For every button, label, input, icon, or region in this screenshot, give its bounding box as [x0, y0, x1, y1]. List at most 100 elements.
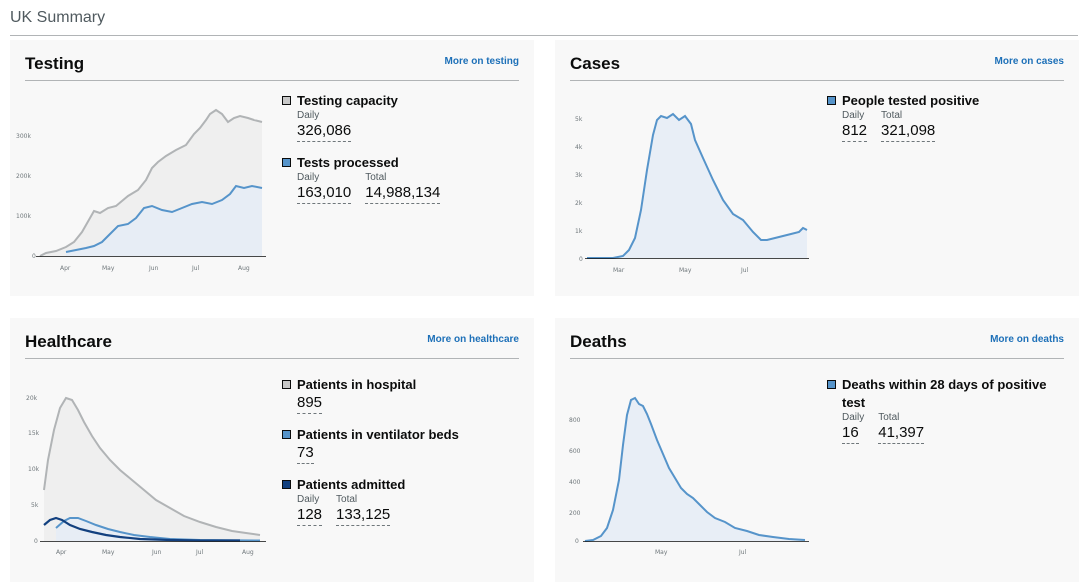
patients-in-hospital-area	[44, 398, 260, 541]
testing-chart: 300k 200k 100k 0 Apr May Jun Jul Aug	[16, 108, 266, 272]
x-tick-label: Jul	[740, 267, 749, 274]
cases-metrics: People tested positive Daily 812 Total 3…	[827, 92, 1067, 154]
x-tick-label: Aug	[242, 549, 254, 556]
y-tick-label: 0	[32, 253, 36, 260]
testing-title: Testing	[25, 54, 85, 73]
more-on-deaths-link[interactable]: More on deaths	[990, 334, 1064, 345]
cases-x-axis: Mar May Jul	[613, 267, 749, 274]
cases-y-axis: 5k 4k 3k 2k 1k 0	[575, 116, 583, 263]
blue-legend-swatch	[827, 96, 836, 105]
metric-label: Testing capacity	[297, 93, 398, 108]
deaths-within-28-days-metric: Deaths within 28 days of positive test D…	[827, 376, 1067, 444]
healthcare-title: Healthcare	[25, 332, 112, 351]
metric-daily: Daily 128	[297, 494, 323, 526]
x-tick-label: Mar	[613, 267, 625, 274]
navy-legend-swatch	[282, 480, 291, 489]
metric-label: Patients in hospital	[297, 377, 417, 392]
value-label: Daily	[297, 110, 320, 121]
x-tick-label: Apr	[60, 265, 71, 272]
y-tick-label: 0	[34, 538, 38, 545]
y-tick-label: 200k	[16, 173, 31, 180]
deaths-metrics: Deaths within 28 days of positive test D…	[827, 376, 1067, 456]
deaths-y-axis: 800 600 400 200 0	[569, 417, 581, 545]
value-number[interactable]: 812	[842, 122, 868, 142]
x-tick-label: Apr	[56, 549, 67, 556]
deaths-card: Deaths More on deaths 800 600 400 200 0 …	[555, 318, 1079, 582]
x-tick-label: Jul	[195, 549, 204, 556]
cases-title: Cases	[570, 54, 621, 73]
value-number[interactable]: 163,010	[297, 184, 352, 204]
metric-value: 73	[297, 444, 314, 464]
y-tick-label: 100k	[16, 213, 31, 220]
y-tick-label: 600	[569, 448, 581, 455]
patients-admitted-metric: Patients admitted Daily 128 Total 133,12…	[282, 476, 522, 526]
healthcare-chart: 20k 15k 10k 5k 0 Apr May Jun Jul Aug	[26, 395, 266, 556]
metric-total: Total 41,397	[878, 412, 925, 444]
more-on-cases-link[interactable]: More on cases	[994, 56, 1064, 67]
value-label: Total	[365, 172, 387, 183]
deaths-card-header: Deaths More on deaths	[570, 331, 1064, 359]
metric-total: Total 321,098	[881, 110, 936, 142]
deaths-area	[585, 398, 805, 541]
blue-legend-swatch	[827, 380, 836, 389]
y-tick-label: 5k	[31, 502, 39, 509]
value-label: Total	[878, 412, 900, 423]
deaths-x-axis: May Jul	[655, 549, 747, 556]
x-tick-label: May	[655, 549, 668, 556]
x-tick-label: May	[102, 265, 115, 272]
testing-metrics: Testing capacity Daily 326,086 Tests pro…	[282, 92, 522, 216]
x-tick-label: Jul	[191, 265, 200, 272]
page-title: UK Summary	[10, 9, 106, 26]
y-tick-label: 1k	[575, 228, 583, 235]
testing-card-header: Testing More on testing	[25, 53, 519, 81]
y-tick-label: 800	[569, 417, 581, 424]
value-number[interactable]: 16	[842, 424, 859, 444]
x-tick-label: May	[102, 549, 115, 556]
testing-card: Testing More on testing 300k 200k 100k 0…	[10, 40, 534, 296]
y-tick-label: 300k	[16, 133, 31, 140]
cases-card: Cases More on cases 5k 4k 3k 2k 1k 0 Mar…	[555, 40, 1079, 296]
x-tick-label: Jun	[151, 549, 162, 556]
value-number[interactable]: 321,098	[881, 122, 936, 142]
y-tick-label: 15k	[28, 430, 40, 437]
x-tick-label: Jul	[738, 549, 747, 556]
y-tick-label: 400	[569, 479, 581, 486]
people-tested-positive-area	[587, 114, 807, 258]
people-tested-positive-metric: People tested positive Daily 812 Total 3…	[827, 92, 1067, 142]
value-number[interactable]: 326,086	[297, 122, 352, 142]
more-on-healthcare-link[interactable]: More on healthcare	[427, 334, 519, 345]
value-number[interactable]: 128	[297, 506, 323, 526]
x-tick-label: Aug	[238, 265, 250, 272]
people-tested-positive-line	[587, 112, 808, 259]
blue-legend-swatch	[282, 430, 291, 439]
deaths-title: Deaths	[570, 332, 627, 351]
y-tick-label: 0	[579, 256, 583, 263]
value-label: Daily	[297, 172, 320, 183]
testing-capacity-metric: Testing capacity Daily 326,086	[282, 92, 522, 142]
deaths-chart: 800 600 400 200 0 May Jul	[569, 396, 809, 556]
tests-processed-area	[66, 186, 262, 256]
value-label: Total	[881, 110, 903, 121]
y-tick-label: 2k	[575, 200, 583, 207]
value-label: Total	[336, 494, 358, 505]
y-tick-label: 4k	[575, 144, 583, 151]
y-tick-label: 20k	[26, 395, 38, 402]
metric-daily: Daily 326,086	[297, 110, 352, 142]
testing-capacity-line	[39, 108, 263, 257]
value-number[interactable]: 73	[297, 444, 314, 464]
y-tick-label: 5k	[575, 116, 583, 123]
grey-legend-swatch	[282, 380, 291, 389]
tests-processed-line	[65, 184, 263, 253]
value-number[interactable]: 895	[297, 394, 323, 414]
metric-daily: Daily 163,010	[297, 172, 352, 204]
blue-legend-swatch	[282, 158, 291, 167]
y-tick-label: 3k	[575, 172, 583, 179]
patients-in-hospital-metric: Patients in hospital 895	[282, 376, 522, 414]
metric-label: Tests processed	[297, 155, 399, 170]
value-number[interactable]: 41,397	[878, 424, 925, 444]
patients-admitted-line	[43, 516, 240, 542]
more-on-testing-link[interactable]: More on testing	[444, 56, 519, 67]
y-tick-label: 200	[569, 510, 581, 517]
value-number[interactable]: 14,988,134	[365, 184, 441, 204]
value-number[interactable]: 133,125	[336, 506, 391, 526]
